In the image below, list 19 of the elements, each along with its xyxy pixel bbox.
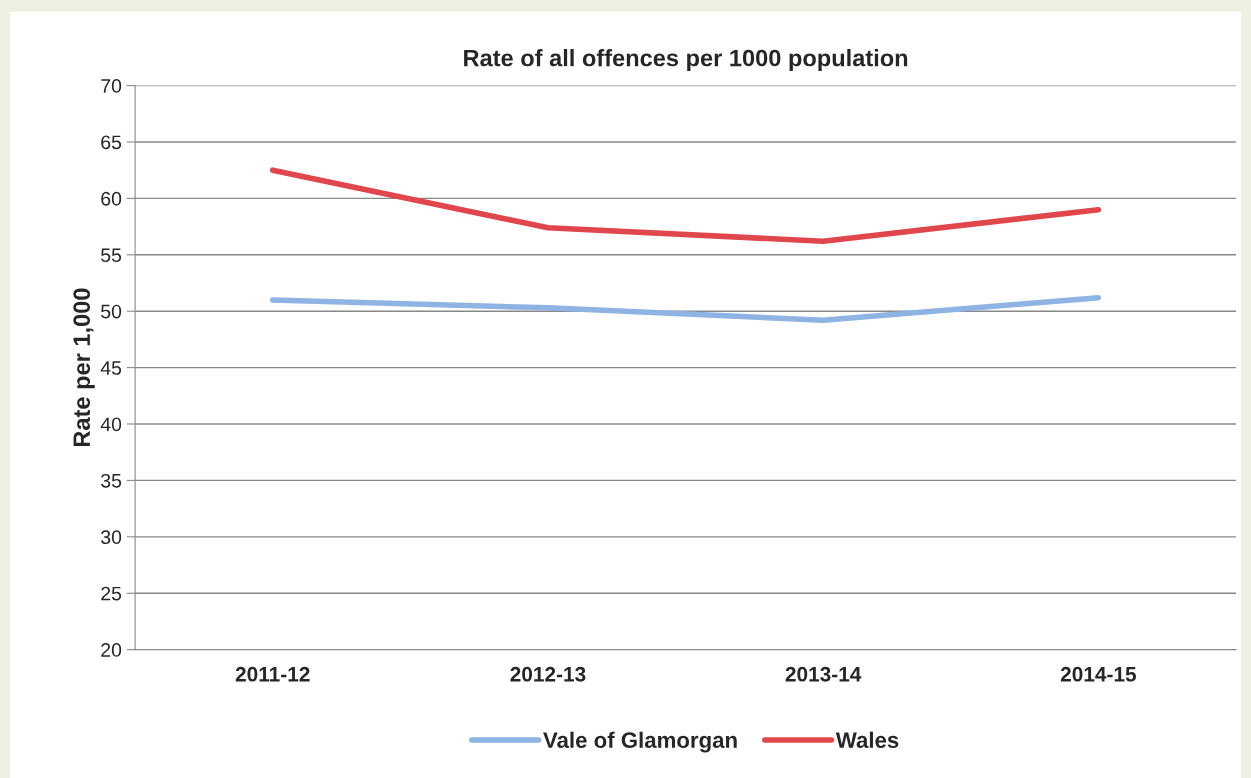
x-tick-label: 2013-14 <box>785 666 862 682</box>
legend-label: Vale of Glamorgan <box>543 731 737 753</box>
x-tick-label: 2011-12 <box>235 666 310 682</box>
y-tick-label: 30 <box>101 530 122 545</box>
x-tick-label: 2014-15 <box>1060 666 1137 682</box>
y-axis-title: Rate per 1,000 <box>73 288 95 447</box>
chart-title: Rate of all offences per 1000 population <box>464 49 908 72</box>
y-tick-label: 70 <box>101 79 122 93</box>
y-tick-label: 40 <box>100 417 122 432</box>
y-tick-label: 50 <box>101 304 122 319</box>
y-tick-label: 35 <box>101 473 122 488</box>
y-tick-label: 45 <box>100 361 122 375</box>
y-tick-label: 20 <box>101 643 122 657</box>
y-tick-label: 60 <box>101 191 122 206</box>
y-tick-label: 25 <box>101 586 122 601</box>
y-tick-label: 55 <box>101 248 122 263</box>
y-tick-label: 65 <box>101 135 122 150</box>
legend-label: Wales <box>835 731 899 748</box>
x-tick-label: 2012-13 <box>510 666 586 682</box>
